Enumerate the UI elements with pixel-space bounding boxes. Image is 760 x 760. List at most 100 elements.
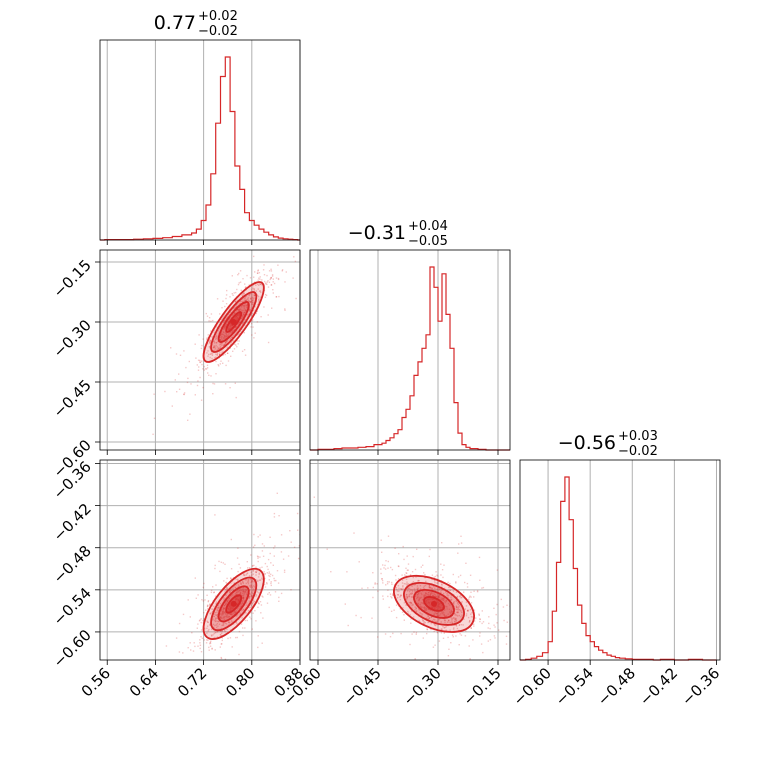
sample-point	[446, 592, 448, 595]
sample-point	[440, 563, 442, 565]
sample-point	[246, 305, 249, 307]
sample-point	[418, 604, 420, 606]
sample-point	[330, 571, 332, 573]
sample-point	[414, 595, 417, 597]
sample-point	[411, 603, 413, 605]
sample-point	[458, 624, 461, 626]
sample-point	[245, 300, 247, 302]
sample-point	[211, 357, 213, 360]
sample-point	[441, 613, 444, 615]
sample-point	[224, 563, 226, 565]
sample-point	[266, 565, 268, 568]
sample-point	[235, 309, 237, 311]
sample-point	[238, 327, 240, 329]
sample-point	[440, 589, 443, 591]
sample-point	[267, 243, 268, 244]
sample-point	[253, 586, 256, 588]
sample-point	[458, 624, 460, 626]
sample-point	[451, 634, 454, 636]
sample-point	[240, 330, 242, 333]
sample-point	[402, 586, 404, 588]
sample-point	[234, 306, 236, 309]
sample-point	[280, 592, 283, 595]
sample-point	[271, 307, 273, 309]
sample-point	[445, 615, 448, 617]
x-tick-label: 0.56	[78, 664, 114, 700]
sample-point	[374, 583, 376, 585]
sample-point	[255, 620, 257, 622]
sample-point	[205, 609, 207, 611]
sample-point	[226, 600, 228, 602]
sample-point	[261, 595, 263, 597]
sample-point	[248, 313, 250, 315]
sample-point	[255, 571, 257, 574]
sample-point	[381, 551, 383, 553]
sample-point	[445, 629, 447, 631]
sample-point	[407, 610, 409, 613]
sample-point	[443, 627, 445, 629]
sample-point	[227, 599, 230, 601]
sample-point	[214, 348, 217, 350]
sample-point	[219, 338, 221, 341]
sample-point	[231, 580, 233, 583]
sample-point	[473, 590, 475, 592]
sample-point	[250, 595, 252, 597]
sample-point	[238, 309, 240, 311]
sample-point	[245, 299, 247, 301]
sample-point	[254, 294, 256, 296]
sample-point	[411, 589, 413, 591]
sample-point	[381, 578, 383, 580]
x-tick-label: −0.45	[340, 664, 385, 709]
sample-point	[456, 611, 458, 614]
sample-point	[226, 586, 228, 589]
sample-point	[425, 609, 427, 611]
sample-point	[387, 535, 390, 537]
sample-point	[394, 574, 397, 577]
sample-point	[443, 614, 445, 616]
sample-point	[253, 276, 255, 278]
sample-point	[214, 636, 216, 639]
sample-point	[216, 611, 218, 613]
sample-point	[215, 624, 218, 626]
sample-point	[238, 590, 241, 592]
sample-point	[384, 568, 387, 570]
sample-point	[223, 338, 225, 340]
sample-point	[224, 591, 226, 593]
sample-point	[228, 624, 230, 626]
sample-point	[223, 618, 226, 620]
sample-point	[207, 621, 209, 623]
sample-point	[428, 617, 431, 619]
sample-point	[243, 314, 245, 316]
sample-point	[247, 581, 249, 583]
sample-point	[425, 595, 428, 597]
sample-point	[243, 312, 245, 314]
joint-panel-1-2	[309, 459, 511, 661]
sample-point	[201, 363, 203, 366]
sample-point	[213, 349, 216, 352]
sample-point	[207, 372, 209, 374]
sample-point	[409, 590, 411, 593]
sample-point	[284, 281, 286, 283]
sample-point	[442, 599, 444, 602]
sample-point	[262, 555, 265, 557]
sample-point	[252, 546, 255, 548]
sample-point	[404, 574, 406, 576]
sample-point	[298, 545, 300, 547]
sample-point	[217, 620, 220, 623]
sample-point	[414, 568, 417, 571]
sample-point	[197, 369, 200, 371]
sample-point	[164, 390, 166, 393]
sample-point	[235, 326, 237, 328]
sample-point	[326, 548, 328, 550]
sample-point	[153, 393, 155, 395]
sample-point	[182, 652, 184, 654]
sample-point	[219, 353, 221, 356]
sample-point	[417, 596, 419, 598]
sample-point	[414, 584, 416, 586]
sample-point	[209, 340, 212, 342]
sample-point	[215, 614, 217, 617]
sample-point	[221, 630, 223, 632]
sample-point	[405, 567, 407, 569]
sample-point	[231, 330, 233, 333]
sample-point	[406, 593, 408, 596]
